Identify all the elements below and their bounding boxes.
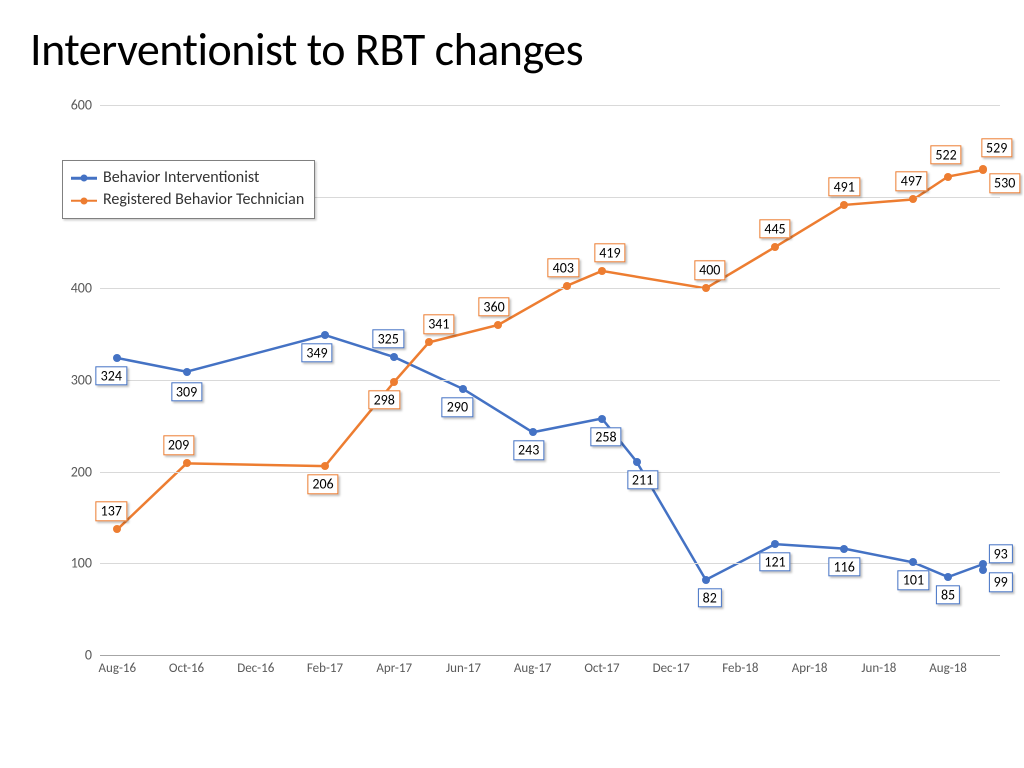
legend-item: Registered Behavior Technician <box>71 189 304 211</box>
data-marker <box>390 378 398 386</box>
y-tick-label: 600 <box>52 97 92 114</box>
data-label: 101 <box>898 571 929 590</box>
data-marker <box>979 165 987 173</box>
legend-swatch <box>71 172 97 184</box>
series-line <box>117 170 982 529</box>
data-marker <box>771 540 779 548</box>
data-label: 206 <box>307 474 338 493</box>
data-marker <box>494 321 502 329</box>
slide: Interventionist to RBT changes 0 100 200 30… <box>0 0 1024 768</box>
data-marker <box>909 558 917 566</box>
data-label: 445 <box>759 219 790 238</box>
data-label: 529 <box>981 138 1012 157</box>
data-marker <box>598 267 606 275</box>
y-tick-label: 200 <box>52 463 92 480</box>
data-marker <box>944 173 952 181</box>
legend-label: Behavior Interventionist <box>103 167 259 189</box>
data-label: 85 <box>936 585 960 604</box>
data-marker <box>840 545 848 553</box>
data-label: 99 <box>989 573 1013 592</box>
x-tick-label: Apr-18 <box>792 661 828 676</box>
legend: Behavior InterventionistRegistered Behav… <box>62 160 315 219</box>
data-label: 360 <box>478 297 509 316</box>
legend-swatch <box>71 195 97 207</box>
data-marker <box>390 353 398 361</box>
data-label: 258 <box>590 427 621 446</box>
data-marker <box>633 458 641 466</box>
x-tick-label: Aug-16 <box>98 661 136 676</box>
data-marker <box>425 338 433 346</box>
data-marker <box>944 573 952 581</box>
data-label: 419 <box>594 243 625 262</box>
page-title: Interventionist to RBT changes <box>30 22 583 78</box>
data-marker <box>113 354 121 362</box>
data-label: 290 <box>442 397 473 416</box>
y-tick-label: 400 <box>52 280 92 297</box>
data-marker <box>598 415 606 423</box>
gridline <box>100 563 1000 564</box>
legend-item: Behavior Interventionist <box>71 167 304 189</box>
data-marker <box>702 576 710 584</box>
y-tick-label: 0 <box>52 647 92 664</box>
x-axis-line <box>100 655 1000 656</box>
data-marker <box>702 284 710 292</box>
data-marker <box>459 385 467 393</box>
x-tick-label: Feb-18 <box>722 661 758 676</box>
data-label: 298 <box>369 390 400 409</box>
x-tick-label: Jun-17 <box>446 661 481 676</box>
data-marker <box>771 243 779 251</box>
x-tick-label: Feb-17 <box>307 661 343 676</box>
data-label: 93 <box>989 544 1013 563</box>
x-tick-label: Aug-17 <box>514 661 552 676</box>
data-marker <box>183 459 191 467</box>
gridline <box>100 380 1000 381</box>
x-tick-label: Oct-16 <box>169 661 204 676</box>
data-label: 349 <box>301 343 332 362</box>
data-marker <box>909 195 917 203</box>
gridline <box>100 472 1000 473</box>
data-label: 209 <box>163 436 194 455</box>
series-line <box>117 335 982 580</box>
gridline <box>100 105 1000 106</box>
data-label: 243 <box>513 441 544 460</box>
data-label: 116 <box>829 557 860 576</box>
legend-label: Registered Behavior Technician <box>103 189 304 211</box>
x-tick-label: Dec-16 <box>237 661 274 676</box>
data-label: 211 <box>627 470 658 489</box>
data-label: 309 <box>171 382 202 401</box>
data-label: 82 <box>698 588 722 607</box>
data-label: 121 <box>759 552 790 571</box>
data-marker <box>321 331 329 339</box>
data-label: 325 <box>373 329 404 348</box>
data-marker <box>183 368 191 376</box>
x-tick-label: Apr-17 <box>376 661 412 676</box>
data-marker <box>563 282 571 290</box>
data-label: 403 <box>548 258 579 277</box>
x-tick-label: Jun-18 <box>861 661 896 676</box>
data-label: 137 <box>96 502 127 521</box>
y-tick-label: 300 <box>52 372 92 389</box>
data-marker <box>113 525 121 533</box>
data-label: 341 <box>423 315 454 334</box>
data-label: 400 <box>694 261 725 280</box>
data-marker <box>321 462 329 470</box>
y-tick-label: 100 <box>52 555 92 572</box>
data-label: 530 <box>989 173 1020 192</box>
data-label: 522 <box>930 145 961 164</box>
data-label: 491 <box>829 177 860 196</box>
data-marker <box>529 428 537 436</box>
x-tick-label: Aug-18 <box>929 661 967 676</box>
data-marker <box>979 566 987 574</box>
data-label: 324 <box>96 366 127 385</box>
x-tick-label: Oct-17 <box>584 661 619 676</box>
gridline <box>100 288 1000 289</box>
data-marker <box>840 201 848 209</box>
data-label: 497 <box>896 172 927 191</box>
x-tick-label: Dec-17 <box>653 661 690 676</box>
